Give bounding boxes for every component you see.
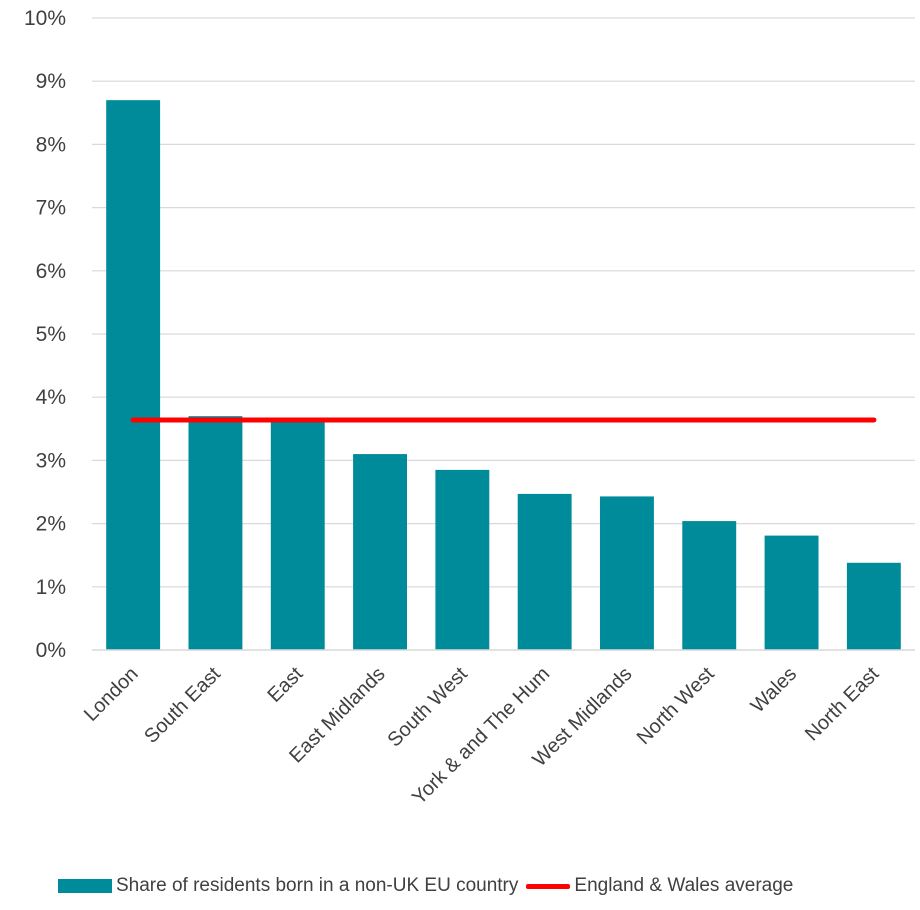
bar: [682, 521, 737, 650]
y-tick-label: 6%: [36, 260, 66, 283]
legend-line-label: England & Wales average: [574, 875, 794, 896]
bar: [270, 419, 325, 650]
bar: [599, 496, 654, 650]
x-category-label: East: [263, 663, 307, 707]
y-tick-label: 8%: [36, 133, 66, 156]
x-category-label: York & and The Hum: [408, 663, 554, 809]
y-tick-label: 2%: [36, 513, 66, 536]
x-category-label: South East: [140, 663, 225, 748]
x-category-label: Wales: [747, 663, 801, 717]
bar: [353, 454, 408, 650]
legend-bar-swatch: [58, 879, 112, 893]
y-tick-label: 5%: [36, 323, 66, 346]
y-tick-label: 0%: [36, 639, 66, 662]
bar: [517, 493, 572, 650]
bar: [188, 416, 243, 650]
y-tick-label: 9%: [36, 70, 66, 93]
bar: [106, 100, 161, 650]
x-category-label: North East: [801, 663, 884, 746]
y-tick-label: 4%: [36, 386, 66, 409]
legend-bar-label: Share of residents born in a non-UK EU c…: [116, 875, 519, 896]
bar: [435, 469, 490, 650]
x-category-label: London: [80, 663, 143, 726]
y-tick-label: 7%: [36, 197, 66, 220]
y-tick-label: 1%: [36, 576, 66, 599]
y-tick-label: 3%: [36, 449, 66, 472]
x-category-label: North West: [633, 663, 719, 749]
y-axis-tick-labels: 0% 1% 2% 3% 4% 5% 6% 7% 8% 9% 10%: [24, 7, 66, 662]
y-tick-label: 10%: [24, 7, 66, 30]
bar: [764, 535, 819, 650]
bar: [846, 562, 901, 650]
bar-series: [106, 100, 901, 650]
x-category-label: South West: [383, 663, 472, 752]
legend: Share of residents born in a non-UK EU c…: [58, 872, 793, 900]
legend-line-swatch: [526, 883, 571, 889]
